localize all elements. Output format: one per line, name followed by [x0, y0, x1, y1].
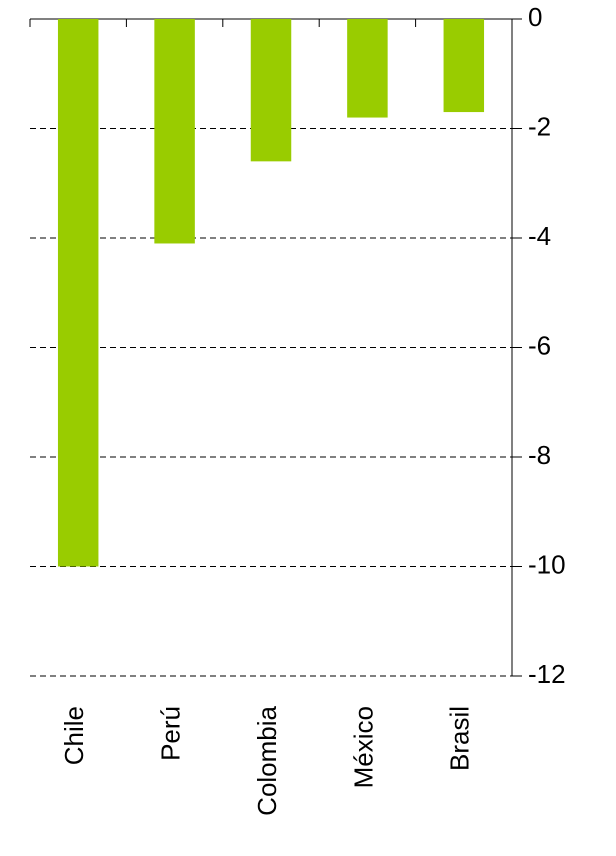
- x-tick-label: Chile: [59, 706, 89, 765]
- bar: [154, 19, 195, 244]
- bar: [57, 19, 99, 567]
- y-tick-label: -8: [528, 440, 551, 470]
- x-tick-label: Colombia: [252, 705, 282, 815]
- x-tick-label: México: [348, 706, 378, 788]
- y-tick-label: -2: [528, 111, 551, 141]
- y-tick-label: -4: [528, 221, 551, 251]
- y-tick-label: -10: [528, 549, 566, 579]
- bar: [250, 19, 292, 162]
- y-tick-label: -6: [528, 330, 551, 360]
- y-tick-label: 0: [528, 2, 542, 32]
- y-tick-label: -12: [528, 659, 566, 689]
- bar: [443, 19, 485, 113]
- x-tick-label: Perú: [155, 706, 185, 761]
- x-tick-label: Brasil: [445, 706, 475, 771]
- bar: [347, 19, 388, 118]
